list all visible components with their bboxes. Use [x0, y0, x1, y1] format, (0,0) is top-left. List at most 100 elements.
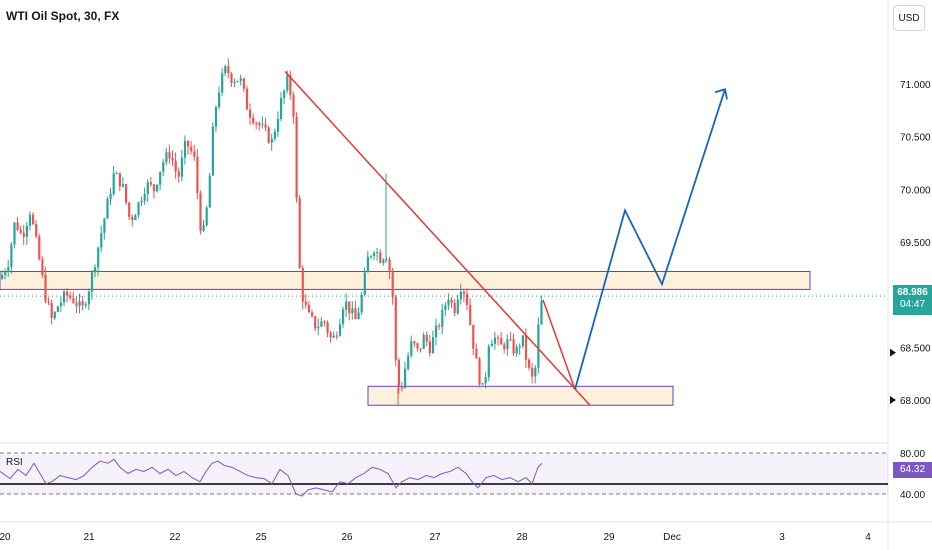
candle-body: [360, 294, 363, 313]
candle-body: [38, 236, 41, 260]
x-tick-label: 22: [169, 532, 181, 543]
chart-title: WTI Oil Spot, 30, FX: [6, 9, 120, 23]
candle-body: [404, 368, 407, 388]
candle-body: [342, 309, 345, 325]
x-tick-label: 21: [83, 532, 95, 543]
y-tick-label: 70.000: [900, 185, 931, 196]
candle-body: [134, 215, 137, 220]
candle-body: [63, 291, 66, 303]
candle-body: [537, 324, 540, 368]
candle-body: [211, 126, 214, 176]
candle-body: [351, 308, 354, 314]
candle-body: [146, 182, 149, 194]
candle-body: [245, 88, 249, 110]
candle-body: [7, 267, 10, 273]
candle-body: [84, 304, 87, 306]
candle-body: [137, 202, 140, 216]
candle-body: [416, 343, 419, 349]
candle-body: [466, 294, 469, 305]
candle-body: [425, 335, 428, 342]
candle-body: [481, 383, 484, 385]
currency-button[interactable]: USD: [893, 5, 925, 31]
candle-body: [112, 173, 115, 195]
candle-body: [183, 140, 187, 158]
axis-marker-icon: [890, 348, 896, 357]
candle-body: [97, 247, 100, 268]
y-tick-label: 70.500: [900, 133, 931, 144]
candle-body: [28, 214, 32, 226]
candle-body: [280, 98, 283, 120]
candle-body: [394, 297, 397, 360]
candle-body: [475, 348, 478, 359]
candle-body: [10, 244, 13, 268]
candle-body: [500, 338, 503, 345]
candle-body: [168, 152, 171, 159]
candle-body: [143, 193, 146, 201]
candle-body: [521, 335, 524, 347]
last-price-value: 68.986: [897, 287, 928, 298]
candle-body: [509, 339, 512, 341]
candle-body: [264, 124, 267, 128]
candle-body: [171, 158, 174, 161]
candle-body: [87, 291, 90, 305]
x-tick-label: 20: [0, 532, 11, 543]
candle-body: [53, 311, 56, 319]
candle-body: [444, 305, 447, 310]
candle-body: [484, 377, 487, 384]
candle-body: [230, 73, 233, 83]
candle-body: [252, 117, 255, 124]
candle-body: [13, 222, 16, 245]
candle-body: [218, 92, 221, 107]
candle-body: [22, 232, 25, 237]
candle-body: [478, 358, 481, 385]
candle-body: [363, 272, 366, 295]
candle-body: [295, 116, 298, 199]
candle-body: [332, 335, 335, 338]
candle-body: [307, 304, 311, 313]
candle-body: [118, 172, 121, 187]
candle-body: [32, 214, 35, 225]
candle-body: [109, 194, 112, 199]
candle-body: [56, 306, 59, 312]
candle-body: [149, 182, 152, 185]
candle-body: [121, 184, 125, 187]
x-tick-label: 25: [255, 532, 267, 543]
candle-body: [435, 325, 438, 338]
candle-body: [289, 75, 292, 95]
candle-body: [397, 359, 400, 388]
candle-body: [25, 225, 28, 237]
candle-body: [311, 312, 314, 317]
rsi-line: [0, 458, 543, 497]
bar-countdown: 04:47: [899, 299, 926, 310]
candle-body: [323, 321, 326, 323]
descending-trendline: [284, 70, 591, 406]
candle-body: [487, 346, 490, 378]
candle-body: [391, 272, 394, 298]
arrowhead-icon: [714, 88, 728, 100]
candle-body: [50, 302, 53, 319]
rsi-label: RSI: [6, 457, 23, 468]
axis-marker-icon: [890, 396, 896, 404]
candle-body: [59, 302, 63, 307]
candle-body: [286, 75, 289, 91]
candle-body: [174, 160, 177, 172]
candle-body: [388, 259, 391, 273]
candle-body: [249, 109, 252, 118]
candle-body: [193, 151, 196, 157]
candle-body: [140, 200, 143, 203]
candle-body: [298, 198, 301, 268]
candle-body: [407, 355, 410, 369]
candle-body: [366, 256, 369, 273]
candle-body: [227, 66, 230, 74]
candle-body: [422, 335, 425, 349]
candle-body: [162, 162, 165, 172]
candle-body: [221, 73, 224, 93]
x-tick-label: 28: [516, 532, 528, 543]
candle-body: [320, 321, 323, 327]
candle-body: [75, 302, 78, 306]
candle-body: [338, 324, 342, 336]
x-tick-label: 3: [779, 532, 785, 543]
candle-body: [72, 298, 75, 303]
candle-body: [125, 184, 128, 203]
